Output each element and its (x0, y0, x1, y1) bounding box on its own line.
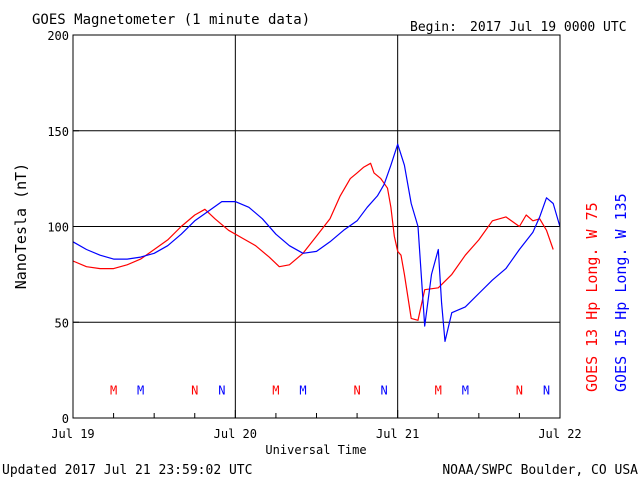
x-tick-label: Jul 20 (214, 427, 257, 441)
mn-annotation: M (272, 383, 279, 397)
data-series (72, 143, 561, 342)
legend-goes13: GOES 13 Hp Long. W 75 (583, 202, 601, 392)
mn-annotation: M (110, 383, 117, 397)
y-tick-label: 0 (62, 412, 69, 426)
begin-value: 2017 Jul 19 0000 UTC (470, 20, 627, 35)
footer-updated: Updated 2017 Jul 21 23:59:02 UTC (2, 463, 252, 478)
x-axis-ticks: Jul 19 Jul 20 Jul 21 Jul 22 (51, 410, 582, 441)
series-line-goes13 (72, 162, 554, 321)
x-axis-label: Universal Time (265, 443, 366, 457)
mn-annotation: M (435, 383, 442, 397)
mn-annotation: N (381, 383, 388, 397)
mn-annotation: N (543, 383, 550, 397)
mn-annotation: N (353, 383, 360, 397)
legend-goes15: GOES 15 Hp Long. W 135 (612, 193, 630, 392)
grid-lines (73, 35, 560, 418)
x-tick-label: Jul 19 (51, 427, 94, 441)
mn-annotation: N (218, 383, 225, 397)
mn-annotation: N (516, 383, 523, 397)
mn-annotation: N (191, 383, 198, 397)
mn-annotation: M (299, 383, 306, 397)
series-line-goes15 (72, 143, 561, 342)
mn-annotation: M (462, 383, 469, 397)
y-tick-label: 200 (47, 29, 69, 43)
y-tick-label: 150 (47, 125, 69, 139)
x-tick-label: Jul 22 (538, 427, 581, 441)
y-axis-label: NanoTesla (nT) (12, 163, 30, 289)
chart-title: GOES Magnetometer (1 minute data) (32, 12, 310, 28)
mn-annotation: M (137, 383, 144, 397)
x-tick-label: Jul 21 (376, 427, 419, 441)
y-tick-label: 100 (47, 221, 69, 235)
y-axis-ticks: 0 50 100 150 200 (47, 29, 79, 426)
footer-credit: NOAA/SWPC Boulder, CO USA (442, 463, 638, 478)
begin-label: Begin: (410, 20, 457, 35)
y-tick-label: 50 (55, 316, 69, 330)
